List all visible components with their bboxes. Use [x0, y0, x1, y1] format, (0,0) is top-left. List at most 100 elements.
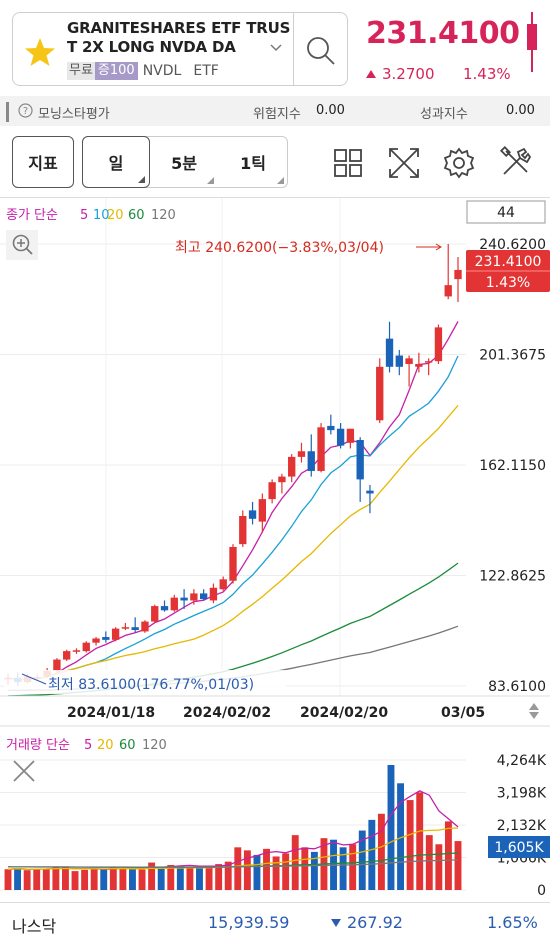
candle-body — [180, 597, 188, 601]
chevron-down-icon[interactable] — [269, 41, 283, 55]
info-bar: ? 모닝스타평가 위험지수 0.00 성과지수 0.00 — [0, 96, 550, 126]
volume-bar — [33, 868, 41, 890]
volume-legend-label: 거래량 단순 — [6, 738, 70, 753]
candle-body — [239, 515, 247, 545]
ma5-line — [7, 321, 459, 681]
volume-bar — [387, 765, 395, 890]
volume-bar — [167, 865, 175, 890]
candle-body — [111, 628, 120, 640]
candle-body — [405, 358, 413, 364]
mini-candle-icon — [527, 12, 537, 72]
candle-body — [278, 476, 286, 483]
candle-body — [229, 546, 237, 581]
stock-selector[interactable]: GRANITESHARES ETF TRUS T 2X LONG NVDA DA… — [12, 12, 348, 86]
ma60-label: 60 — [128, 208, 145, 223]
chart-toolbar: 지표 일 5분 1틱 — [0, 126, 550, 198]
price-legend-label: 종가 단순 — [6, 208, 58, 223]
volume-bar — [42, 868, 50, 890]
count-box[interactable] — [466, 200, 546, 224]
current-price-tag-value: 231.4100 — [475, 254, 542, 270]
x-tick-label: 03/05 — [441, 705, 485, 721]
corner-triangle-icon — [277, 177, 284, 184]
low-arrow — [21, 673, 47, 685]
search-button[interactable] — [293, 13, 349, 85]
volume-y-tick-label: 3,198K — [497, 786, 547, 802]
candle-body — [327, 425, 335, 431]
candle-body — [141, 621, 149, 632]
candle-body — [454, 269, 462, 280]
handle-divider — [6, 102, 9, 122]
price-y-tick-label: 122.8625 — [479, 569, 546, 585]
volume-bar — [272, 856, 280, 890]
current-price: 231.4100 — [366, 16, 520, 51]
candle-body — [395, 355, 403, 367]
candle-body — [209, 587, 218, 601]
ma10-line — [7, 355, 459, 681]
x-tick-label: 2024/02/02 — [183, 705, 271, 721]
morningstar-rating[interactable]: 모닝스타평가 — [38, 107, 110, 122]
volume-bar — [416, 792, 424, 890]
candle-body — [63, 651, 71, 660]
volume-bar — [215, 864, 223, 890]
settings-gear-icon[interactable] — [442, 146, 476, 180]
volume-bar — [406, 800, 414, 890]
volume-legend: 거래량 단순 5 20 60 120 — [6, 738, 167, 753]
volume-bar — [23, 870, 31, 890]
corner-triangle-icon — [207, 177, 214, 184]
close-volume-icon[interactable] — [13, 760, 35, 782]
stock-name-line2: T 2X LONG NVDA DA — [67, 38, 236, 56]
indicator-button[interactable]: 지표 — [12, 136, 74, 188]
perf-index-label: 성과지수 — [420, 107, 468, 122]
margin-tag: 증100 — [94, 62, 138, 80]
volume-y-tick-label: 2,132K — [497, 818, 547, 834]
chart-svg[interactable]: 종가 단순 5 10 20 60 120 44 240.6200 201.3675… — [0, 198, 550, 942]
volume-bar — [52, 866, 60, 890]
risk-index-label: 위험지수 — [253, 107, 301, 122]
stock-header: GRANITESHARES ETF TRUS T 2X LONG NVDA DA… — [0, 0, 550, 96]
candle-body — [434, 327, 443, 362]
volume-bar — [224, 861, 232, 890]
volume-bar — [14, 868, 22, 890]
volume-bar — [109, 866, 117, 890]
ma5-label: 5 — [80, 208, 88, 223]
scroll-up-arrow-icon[interactable] — [529, 703, 539, 710]
stock-name-line1: GRANITESHARES ETF TRUS — [67, 19, 291, 37]
fullscreen-icon[interactable] — [387, 146, 421, 180]
candle-body — [151, 606, 159, 622]
volume-bar — [339, 847, 347, 890]
candle-body — [170, 597, 178, 611]
period-5min-button[interactable]: 5분 — [150, 136, 218, 188]
vma120-label: 120 — [142, 738, 167, 753]
zoom-in-icon[interactable] — [6, 230, 38, 260]
index-bar[interactable]: 나스닥 15,939.59 267.92 1.65% — [0, 902, 550, 942]
candle-body — [92, 638, 100, 643]
period-tick-button[interactable]: 1틱 — [218, 136, 288, 188]
index-change: 267.92 — [347, 913, 403, 932]
tools-icon[interactable] — [498, 146, 532, 180]
question-icon[interactable]: ? — [18, 103, 33, 118]
volume-bar — [282, 853, 290, 890]
price-change-pct: 1.43% — [463, 65, 511, 83]
candle-body — [376, 366, 384, 421]
volume-y-tick-label: 0 — [537, 883, 546, 899]
chart-area[interactable]: 종가 단순 5 10 20 60 120 44 240.6200 201.3675… — [0, 198, 550, 942]
period-day-label: 일 — [108, 154, 124, 173]
current-volume-tag-value: 1,605K — [494, 840, 544, 856]
current-volume-tag: 1,605K — [488, 836, 550, 858]
stock-name: GRANITESHARES ETF TRUS T 2X LONG NVDA DA — [67, 19, 295, 57]
candle-body — [424, 361, 433, 363]
x-tick-label: 2024/02/20 — [300, 705, 388, 721]
current-price-tag-pct: 1.43% — [486, 275, 530, 291]
volume-grid — [0, 759, 466, 891]
favorite-star-icon[interactable] — [23, 35, 57, 69]
volume-bar — [176, 865, 184, 890]
perf-index-value: 0.00 — [506, 103, 535, 118]
stock-tags: 무료 증100 NVDL ETF — [67, 62, 219, 80]
ticker-label: NVDL — [142, 63, 182, 79]
high-annotation: 최고 240.6200(−3.83%,03/04) — [175, 240, 384, 256]
scroll-down-arrow-icon[interactable] — [529, 712, 539, 719]
candle-body — [190, 593, 198, 601]
grid-layout-icon[interactable] — [331, 146, 365, 180]
period-day-button[interactable]: 일 — [82, 136, 150, 188]
candle-body — [444, 285, 452, 297]
